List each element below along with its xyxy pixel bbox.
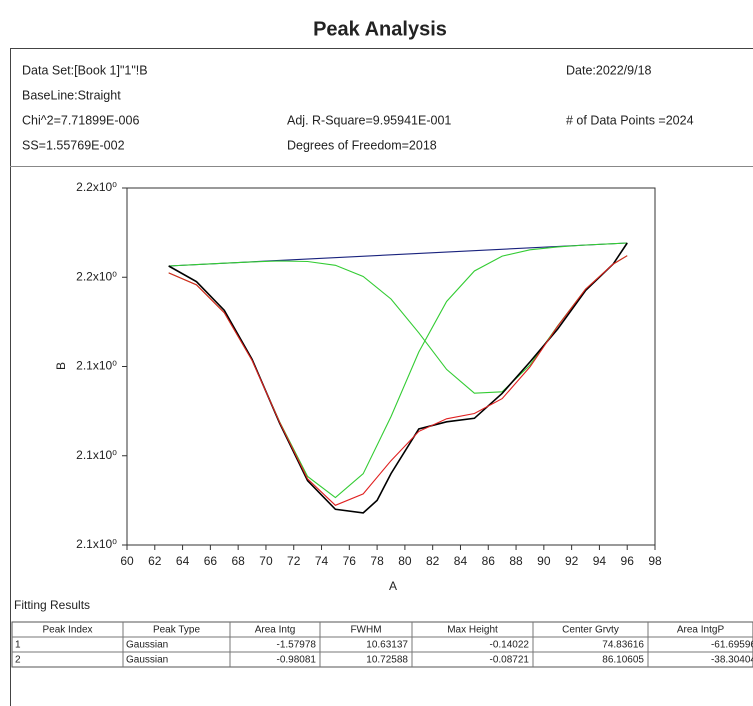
x-tick-label: 94 bbox=[593, 554, 607, 568]
info: SS=1.55769E-002 bbox=[22, 138, 125, 152]
info: Data Set:[Book 1]"1"!B bbox=[22, 63, 148, 77]
x-tick-label: 86 bbox=[482, 554, 496, 568]
table-frame bbox=[11, 621, 753, 668]
table-cell: -1.57978 bbox=[277, 640, 317, 651]
x-tick-label: 68 bbox=[231, 554, 245, 568]
plot-frame bbox=[126, 187, 656, 546]
column-header: Max Height bbox=[447, 625, 498, 636]
x-tick-label: 60 bbox=[120, 554, 134, 568]
column-header: Peak Index bbox=[42, 625, 92, 636]
x-tick-label: 78 bbox=[370, 554, 384, 568]
table-title: Fitting Results bbox=[14, 598, 90, 612]
table-cell: 2 bbox=[15, 655, 21, 666]
column-header: Area IntgP bbox=[677, 625, 725, 636]
info: # of Data Points =2024 bbox=[566, 113, 694, 127]
x-tick-label: 64 bbox=[176, 554, 190, 568]
table-cell: -38.30404 bbox=[711, 655, 753, 666]
table-cell: 1 bbox=[15, 640, 21, 651]
column-header: FWHM bbox=[350, 625, 381, 636]
series-line bbox=[168, 242, 628, 499]
y-tick-label: 2.1x10⁰ bbox=[76, 448, 117, 462]
table-cell: 74.83616 bbox=[602, 640, 644, 651]
x-tick-label: 96 bbox=[621, 554, 635, 568]
x-tick-label: 88 bbox=[509, 554, 523, 568]
table-cell: 10.72588 bbox=[366, 655, 408, 666]
x-tick-label: 80 bbox=[398, 554, 412, 568]
y-axis-label: B bbox=[54, 362, 68, 370]
y-tick-label: 2.1x10⁰ bbox=[76, 537, 117, 551]
column-header: Area Intg bbox=[255, 625, 296, 636]
x-tick-label: 66 bbox=[204, 554, 218, 568]
x-tick-label: 62 bbox=[148, 554, 162, 568]
report-frame bbox=[10, 48, 753, 706]
info: Date:2022/9/18 bbox=[566, 63, 652, 77]
y-tick-label: 2.2x10⁰ bbox=[76, 180, 117, 194]
table-cell: -0.08721 bbox=[490, 655, 530, 666]
column-header: Center Grvty bbox=[562, 625, 619, 636]
column-header: Peak Type bbox=[153, 625, 201, 636]
info: Chi^2=7.71899E-006 bbox=[22, 113, 139, 127]
y-tick-label: 2.1x10⁰ bbox=[76, 359, 117, 373]
x-tick-label: 76 bbox=[343, 554, 357, 568]
x-tick-label: 92 bbox=[565, 554, 579, 568]
x-tick-label: 74 bbox=[315, 554, 329, 568]
table-cell: Gaussian bbox=[126, 655, 168, 666]
series-line bbox=[168, 255, 628, 506]
series-line bbox=[168, 242, 628, 514]
x-axis-label: A bbox=[389, 579, 397, 593]
table-cell: -0.98081 bbox=[277, 655, 317, 666]
table-cell: Gaussian bbox=[126, 640, 168, 651]
info: BaseLine:Straight bbox=[22, 88, 121, 102]
table-cell: 10.63137 bbox=[366, 640, 408, 651]
y-tick-label: 2.2x10⁰ bbox=[76, 269, 117, 283]
info: Degrees of Freedom=2018 bbox=[287, 138, 437, 152]
table-cell: 86.10605 bbox=[602, 655, 644, 666]
x-tick-label: 70 bbox=[259, 554, 273, 568]
x-tick-label: 90 bbox=[537, 554, 551, 568]
table-cell: -61.69596 bbox=[711, 640, 753, 651]
report-title: Peak Analysis bbox=[313, 18, 447, 40]
x-tick-label: 84 bbox=[454, 554, 468, 568]
table-cell: -0.14022 bbox=[490, 640, 530, 651]
x-tick-label: 98 bbox=[648, 554, 662, 568]
x-tick-label: 82 bbox=[426, 554, 440, 568]
x-tick-label: 72 bbox=[287, 554, 301, 568]
info: Adj. R-Square=9.95941E-001 bbox=[287, 113, 451, 127]
